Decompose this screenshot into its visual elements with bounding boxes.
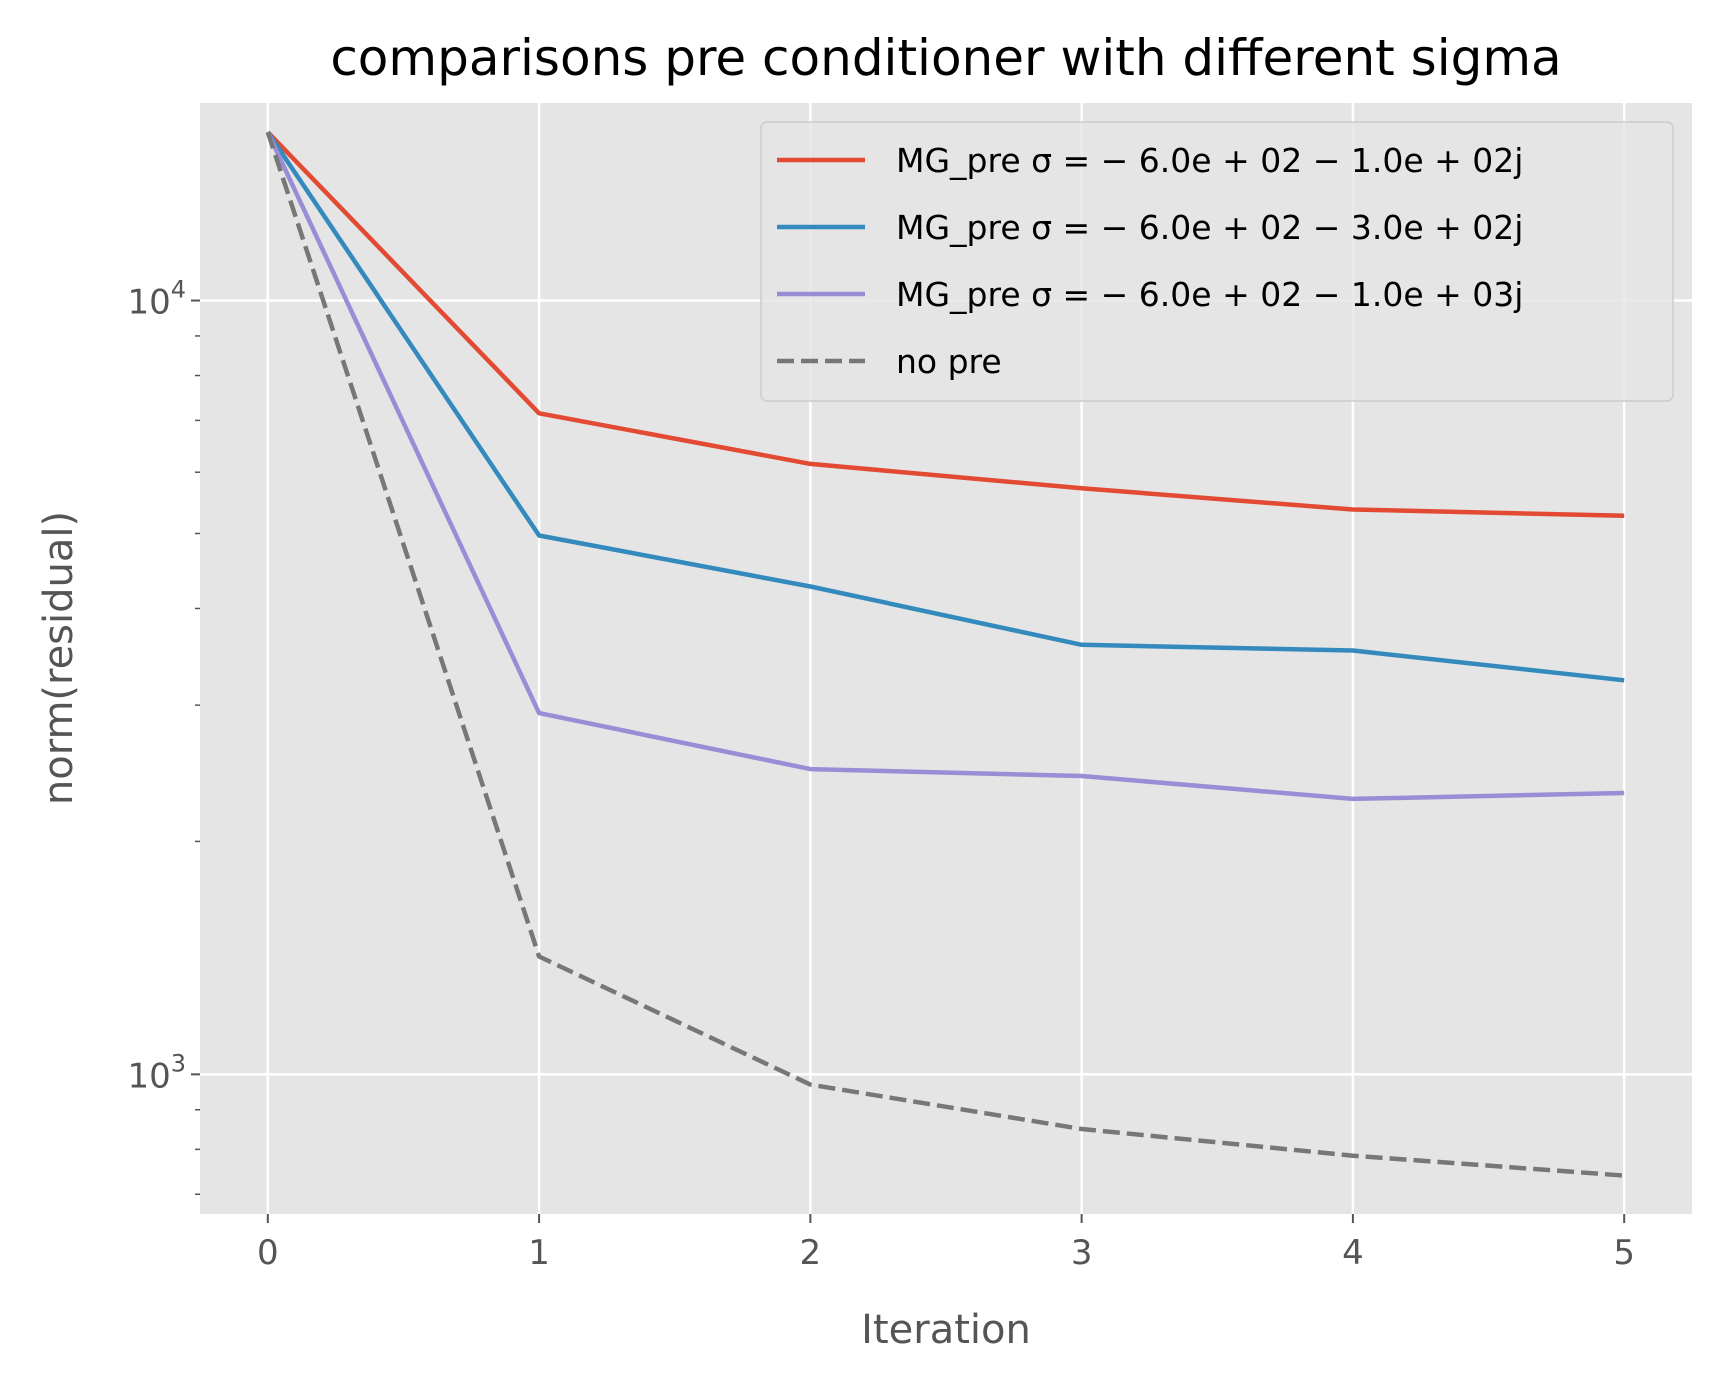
x-tick-label: 0 xyxy=(257,1233,279,1273)
y-tick-label: 103 xyxy=(127,1049,186,1096)
y-axis-ticks: 103 104 xyxy=(127,276,200,1096)
x-tick-label: 2 xyxy=(800,1233,822,1273)
y-minor-ticks xyxy=(195,335,200,1195)
y-axis-label: norm(residual) xyxy=(36,511,82,805)
x-tick-label: 3 xyxy=(1071,1233,1093,1273)
x-tick-label: 1 xyxy=(528,1233,550,1273)
chart-title: comparisons pre conditioner with differe… xyxy=(330,29,1561,87)
series-line-2 xyxy=(265,130,1625,683)
series-line-1 xyxy=(266,130,1625,519)
legend-box xyxy=(760,121,1674,402)
y-tick-label: 104 xyxy=(127,276,186,323)
legend-entry: MG_pre σ = − 6.0e + 02 − 1.0e + 03j xyxy=(896,275,1523,314)
x-axis-label: Iteration xyxy=(861,1307,1031,1353)
series-line-4 xyxy=(265,131,1625,1178)
legend: MG_pre σ = − 6.0e + 02 − 1.0e + 02j MG_pr… xyxy=(760,121,1674,402)
legend-entry: MG_pre σ = − 6.0e + 02 − 3.0e + 02j xyxy=(896,208,1523,247)
x-axis-ticks: 0 1 2 3 4 5 xyxy=(257,1214,1635,1273)
series-layer xyxy=(265,130,1625,1178)
series-line-3 xyxy=(265,131,1625,802)
legend-entry: MG_pre σ = − 6.0e + 02 − 1.0e + 02j xyxy=(896,141,1523,180)
x-tick-label: 5 xyxy=(1613,1233,1635,1273)
legend-entry: no pre xyxy=(896,342,1002,381)
x-tick-label: 4 xyxy=(1342,1233,1364,1273)
